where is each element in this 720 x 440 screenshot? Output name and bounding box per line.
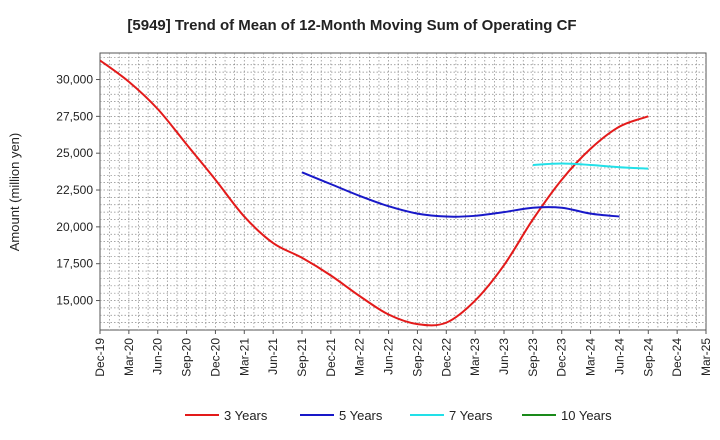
x-tick-label: Dec-21 — [324, 338, 338, 377]
x-tick-label: Dec-24 — [670, 338, 684, 377]
y-tick-label: 17,500 — [56, 257, 93, 271]
grid — [100, 53, 706, 330]
y-tick-label: 25,000 — [56, 146, 93, 160]
x-tick-label: Mar-21 — [237, 338, 251, 376]
series-line-5-years — [301, 171, 620, 218]
x-tick-label: Sep-24 — [641, 338, 655, 377]
series-line-3-years — [100, 59, 649, 327]
x-tick-label: Sep-22 — [410, 338, 424, 377]
y-tick-label: 30,000 — [56, 73, 93, 87]
y-tick-label: 27,500 — [56, 109, 93, 123]
plot-area — [99, 52, 707, 331]
x-tick-label: Sep-23 — [526, 338, 540, 377]
legend-label-3-years: 3 Years — [224, 408, 268, 423]
series-line-7-years — [532, 162, 649, 170]
legend-label-5-years: 5 Years — [339, 408, 383, 423]
x-tick-label: Sep-20 — [180, 338, 194, 377]
y-tick-label: 15,000 — [56, 294, 93, 308]
x-tick-label: Jun-24 — [612, 338, 626, 375]
x-tick-label: Mar-22 — [353, 338, 367, 376]
x-tick-label: Jun-23 — [497, 338, 511, 375]
x-tick-label: Jun-22 — [382, 338, 396, 375]
y-axis: 15,000 17,500 20,000 22,500 25,000 27,500 30,0… — [56, 73, 100, 308]
x-tick-label: Jun-20 — [151, 338, 165, 375]
x-tick-label: Mar-24 — [584, 338, 598, 376]
legend-label-7-years: 7 Years — [449, 408, 493, 423]
y-tick-label: 22,500 — [56, 183, 93, 197]
y-axis-label: Amount (million yen) — [7, 133, 22, 252]
y-tick-label: 20,000 — [56, 220, 93, 234]
x-tick-label: Sep-21 — [295, 338, 309, 377]
chart-title: [5949] Trend of Mean of 12-Month Moving … — [127, 17, 576, 34]
x-tick-label: Dec-22 — [439, 338, 453, 377]
plot-frame — [99, 52, 707, 331]
x-tick-label: Mar-20 — [122, 338, 136, 376]
x-tick-label: Jun-21 — [266, 338, 280, 375]
x-tick-label: Mar-23 — [468, 338, 482, 376]
series-group — [100, 59, 649, 327]
legend-label-10-years: 10 Years — [561, 408, 612, 423]
x-tick-label: Mar-25 — [699, 338, 713, 376]
x-tick-label: Dec-20 — [208, 338, 222, 377]
legend: 3 Years 5 Years 7 Years 10 Years — [185, 408, 612, 423]
x-tick-label: Dec-23 — [555, 338, 569, 377]
x-tick-label: Dec-19 — [93, 338, 107, 377]
x-axis: Dec-19 Mar-20 Jun-20 Sep-20 Dec-20 Mar-21 Jun-… — [93, 330, 713, 377]
